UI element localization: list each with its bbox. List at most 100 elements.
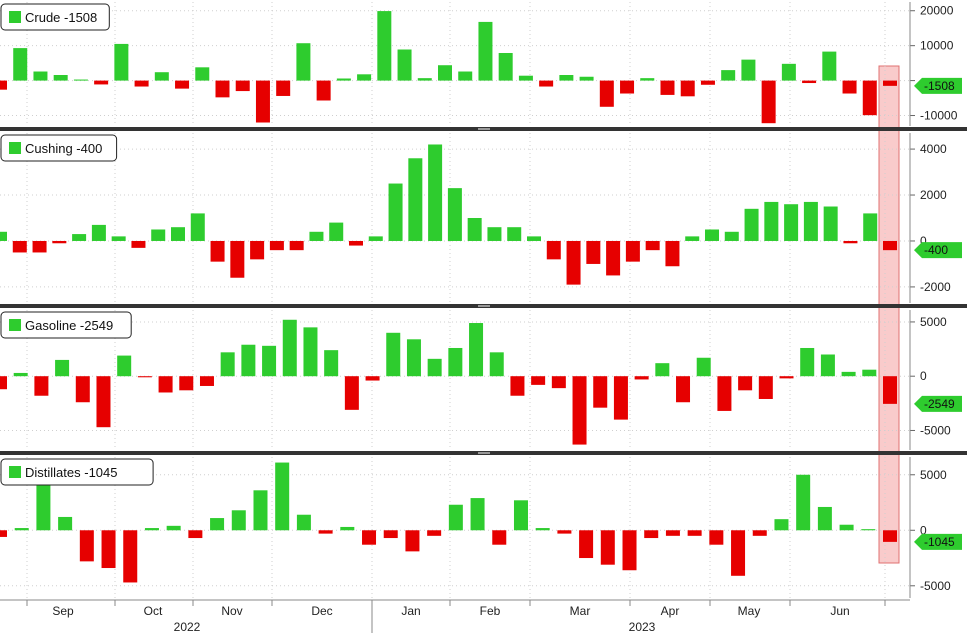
panel-resize-handle: [478, 305, 490, 307]
bar: [709, 530, 724, 545]
bar: [179, 376, 194, 391]
bar: [397, 49, 412, 81]
bar: [309, 231, 324, 241]
month-label: Dec: [311, 604, 332, 618]
panel-resize-handle: [478, 128, 490, 130]
month-label: May: [738, 604, 761, 618]
bar: [842, 80, 857, 94]
bar: [883, 530, 897, 542]
bar: [58, 516, 73, 531]
legend-label: Crude -1508: [25, 10, 97, 25]
bar: [316, 80, 331, 101]
month-label: Mar: [570, 604, 591, 618]
bar: [721, 70, 736, 81]
bar: [199, 376, 214, 386]
bar: [800, 347, 815, 377]
bar: [123, 530, 138, 583]
legend-swatch: [9, 319, 21, 331]
bar: [406, 339, 421, 377]
bar: [349, 240, 363, 246]
bar: [469, 323, 484, 377]
bar: [700, 80, 715, 85]
bar: [566, 240, 581, 285]
bar: [527, 236, 541, 241]
bar: [190, 213, 205, 241]
bar: [665, 240, 680, 267]
bar: [731, 530, 746, 576]
bar: [622, 530, 637, 571]
bar: [365, 376, 380, 381]
bar: [705, 229, 719, 241]
x-axis: Sep Oct Nov Dec Jan Feb Mar Apr May Jun 2022 2023: [0, 599, 910, 633]
bar: [863, 213, 878, 241]
bar: [33, 71, 48, 81]
bar: [195, 67, 210, 81]
bar: [640, 78, 655, 81]
bar: [417, 78, 432, 81]
legend-swatch: [9, 466, 21, 478]
bar: [428, 144, 443, 241]
legend: Cushing -400: [0, 134, 118, 162]
bar: [318, 530, 333, 534]
y-tick-label: 10000: [920, 39, 954, 53]
bar: [171, 227, 185, 241]
month-label: Jun: [830, 604, 849, 618]
bar: [823, 206, 838, 241]
bar: [634, 376, 649, 380]
bar: [36, 483, 51, 531]
bar: [518, 75, 533, 81]
bar: [738, 376, 753, 391]
bar: [862, 80, 877, 116]
panel-distillates: 5000 0 -5000 -1045 Distillates -1045: [0, 457, 962, 598]
bar: [230, 240, 245, 278]
bar: [144, 528, 159, 531]
bar: [427, 530, 442, 536]
bar: [276, 80, 291, 96]
bar: [275, 462, 290, 531]
bar: [53, 75, 68, 81]
bar: [34, 376, 49, 396]
y-tick-label: -5000: [920, 423, 951, 437]
bar: [839, 524, 854, 531]
last-value-label: -1508: [924, 79, 955, 93]
bar: [883, 376, 897, 404]
bar: [175, 80, 190, 89]
legend-box: [0, 3, 110, 31]
bar: [817, 506, 832, 531]
bar: [73, 79, 88, 81]
bar: [470, 498, 485, 531]
bar: [625, 240, 640, 262]
bar: [388, 183, 403, 241]
bar: [758, 376, 773, 399]
bar: [861, 529, 876, 531]
bar: [507, 227, 522, 241]
bar: [660, 80, 675, 95]
bar: [559, 75, 574, 81]
bar: [487, 227, 502, 241]
bar: [841, 371, 856, 377]
bar: [781, 63, 796, 81]
y-tick-label: 0: [920, 234, 927, 248]
y-tick-label: 0: [920, 369, 927, 383]
month-label: Oct: [144, 604, 163, 618]
y-tick-label: -2000: [920, 280, 951, 294]
bar: [531, 376, 546, 385]
bar: [344, 376, 359, 410]
month-label: Feb: [480, 604, 501, 618]
y-tick-label: -5000: [920, 579, 951, 593]
bar: [802, 80, 817, 84]
latest-week-highlight: [878, 65, 900, 564]
bar: [137, 376, 152, 378]
bar: [269, 240, 284, 251]
bar: [329, 222, 344, 241]
bar: [513, 500, 528, 531]
month-label: Nov: [221, 604, 242, 618]
bar: [665, 530, 680, 536]
bar: [303, 327, 318, 377]
bar: [478, 21, 493, 81]
bar: [13, 372, 28, 377]
bar: [557, 530, 572, 534]
bar: [752, 530, 767, 536]
bar: [52, 240, 67, 244]
